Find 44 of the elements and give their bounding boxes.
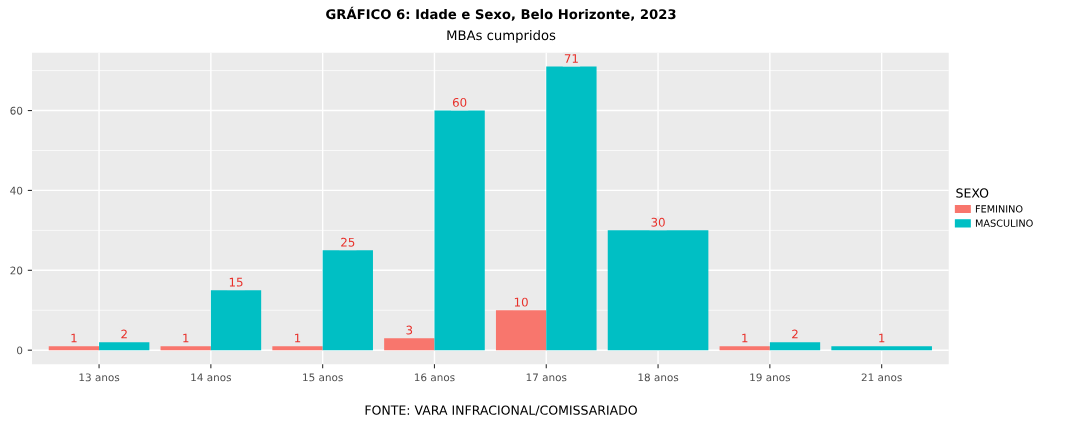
legend-title: SEXO [956, 188, 989, 198]
chart-title: GRÁFICO 6: Idade e Sexo, Belo Horizonte, 2023 [326, 6, 676, 21]
data-label: 10 [514, 297, 528, 307]
bar [160, 346, 211, 351]
bar [769, 342, 821, 351]
y-tick-label: 0 [17, 346, 23, 355]
bar [48, 346, 100, 351]
y-tick-label: 40 [10, 186, 23, 195]
data-label: 1 [742, 333, 748, 343]
bar [546, 66, 597, 351]
data-label: 2 [121, 329, 127, 339]
bar [384, 338, 435, 351]
chart-subtitle: MBAs cumpridos [447, 29, 556, 43]
bar [495, 310, 547, 351]
data-label: 25 [341, 237, 355, 247]
x-tick-label: 19 anos [750, 373, 791, 382]
bar [434, 110, 485, 351]
legend-label: FEMININO [975, 205, 1023, 213]
data-label: 2 [792, 329, 798, 339]
x-tick-label: 15 anos [303, 373, 343, 382]
data-label: 1 [71, 333, 77, 343]
x-tick-label: 21 anos [861, 373, 902, 382]
source-note: FONTE: VARA INFRACIONAL/COMISSARIADO [365, 405, 637, 416]
x-tick-label: 18 anos [638, 373, 679, 382]
bar [322, 250, 373, 351]
bar [99, 342, 150, 351]
data-label: 1 [295, 333, 301, 343]
data-label: 1 [183, 333, 189, 343]
data-label: 60 [452, 97, 467, 107]
data-label: 3 [406, 325, 413, 335]
legend-label: MASCULINO [975, 219, 1033, 227]
bar [272, 346, 323, 351]
x-tick-label: 14 anos [191, 373, 232, 382]
data-label: 1 [879, 333, 885, 343]
data-label: 30 [651, 217, 665, 227]
bar [210, 290, 262, 351]
y-tick-label: 60 [10, 106, 23, 115]
bar [719, 346, 770, 351]
x-tick-label: 16 anos [414, 373, 455, 382]
data-label: 71 [564, 54, 578, 63]
y-tick-label: 20 [10, 266, 23, 275]
data-label: 15 [229, 277, 243, 287]
x-tick-label: 17 anos [526, 373, 567, 382]
x-tick-label: 13 anos [79, 373, 120, 382]
